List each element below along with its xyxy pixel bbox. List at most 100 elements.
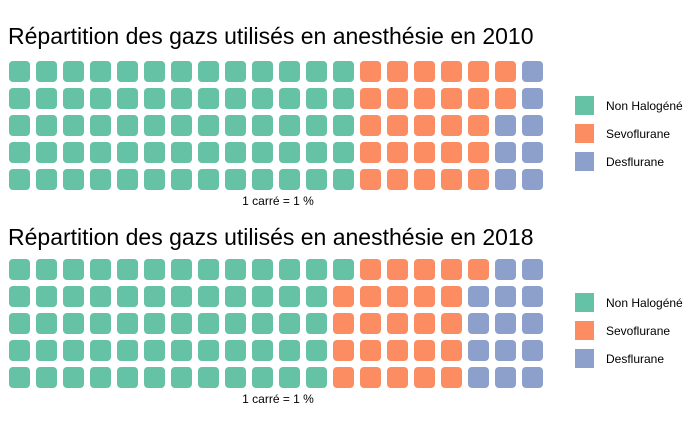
legend-label: Sevoflurane [606, 324, 670, 338]
waffle-grid [9, 259, 543, 388]
waffle-cell-sevoflurane [468, 61, 489, 82]
waffle-cell-non-halog-n- [63, 169, 84, 190]
waffle-cell-non-halog-n- [117, 115, 138, 136]
waffle-cell-sevoflurane [441, 259, 462, 280]
waffle-cell-sevoflurane [414, 286, 435, 307]
waffle-cell-non-halog-n- [252, 88, 273, 109]
waffle-cell-non-halog-n- [171, 367, 192, 388]
waffle-cell-non-halog-n- [171, 61, 192, 82]
waffle-cell-sevoflurane [387, 88, 408, 109]
waffle-cell-non-halog-n- [252, 115, 273, 136]
waffle-cell-non-halog-n- [90, 61, 111, 82]
waffle-cell-non-halog-n- [306, 367, 327, 388]
waffle-cell-non-halog-n- [63, 313, 84, 334]
waffle-cell-non-halog-n- [144, 313, 165, 334]
waffle-cell-non-halog-n- [225, 259, 246, 280]
waffle-cell-non-halog-n- [144, 169, 165, 190]
waffle-cell-non-halog-n- [144, 367, 165, 388]
waffle-cell-non-halog-n- [198, 61, 219, 82]
waffle-cell-sevoflurane [360, 142, 381, 163]
waffle-cell-sevoflurane [441, 169, 462, 190]
waffle-cell-non-halog-n- [198, 142, 219, 163]
waffle-cell-non-halog-n- [90, 259, 111, 280]
waffle-cell-non-halog-n- [198, 313, 219, 334]
waffle-cell-sevoflurane [360, 61, 381, 82]
waffle-cell-non-halog-n- [306, 115, 327, 136]
waffle-cell-sevoflurane [333, 313, 354, 334]
waffle-cell-sevoflurane [387, 340, 408, 361]
waffle-cell-non-halog-n- [9, 286, 30, 307]
waffle-cell-non-halog-n- [306, 313, 327, 334]
waffle-cell-non-halog-n- [171, 88, 192, 109]
legend: Non Halogéné Sevoflurane Desflurane [575, 293, 683, 368]
waffle-cell-non-halog-n- [198, 367, 219, 388]
waffle-cell-non-halog-n- [63, 142, 84, 163]
legend-label: Desflurane [606, 352, 664, 366]
legend-label: Non Halogéné [606, 296, 683, 310]
waffle-cell-sevoflurane [387, 61, 408, 82]
waffle-cell-non-halog-n- [279, 313, 300, 334]
waffle-cell-sevoflurane [387, 313, 408, 334]
waffle-cell-non-halog-n- [63, 115, 84, 136]
waffle-cell-sevoflurane [414, 169, 435, 190]
waffle-cell-sevoflurane [441, 313, 462, 334]
waffle-cell-non-halog-n- [117, 313, 138, 334]
waffle-cell-sevoflurane [441, 115, 462, 136]
waffle-cell-non-halog-n- [9, 367, 30, 388]
waffle-cell-sevoflurane [333, 340, 354, 361]
waffle-cell-non-halog-n- [279, 286, 300, 307]
waffle-cell-non-halog-n- [333, 61, 354, 82]
waffle-cell-non-halog-n- [171, 313, 192, 334]
waffle-cell-sevoflurane [495, 61, 516, 82]
waffle-cell-non-halog-n- [117, 142, 138, 163]
waffle-cell-non-halog-n- [36, 88, 57, 109]
waffle-cell-non-halog-n- [144, 259, 165, 280]
waffle-cell-non-halog-n- [306, 286, 327, 307]
waffle-cell-non-halog-n- [117, 259, 138, 280]
waffle-cell-non-halog-n- [63, 61, 84, 82]
waffle-cell-non-halog-n- [9, 115, 30, 136]
legend-swatch [575, 321, 594, 340]
waffle-cell-non-halog-n- [279, 367, 300, 388]
waffle-cell-non-halog-n- [90, 169, 111, 190]
waffle-cell-sevoflurane [468, 142, 489, 163]
waffle-cell-desflurane [522, 367, 543, 388]
waffle-cell-non-halog-n- [36, 367, 57, 388]
waffle-cell-non-halog-n- [90, 367, 111, 388]
waffle-cell-non-halog-n- [252, 340, 273, 361]
waffle-cell-non-halog-n- [333, 142, 354, 163]
waffle-cell-sevoflurane [468, 88, 489, 109]
waffle-cell-non-halog-n- [90, 115, 111, 136]
waffle-cell-non-halog-n- [90, 142, 111, 163]
waffle-cell-sevoflurane [468, 259, 489, 280]
waffle-cell-sevoflurane [414, 115, 435, 136]
waffle-cell-non-halog-n- [306, 259, 327, 280]
waffle-cell-desflurane [522, 61, 543, 82]
waffle-cell-non-halog-n- [225, 115, 246, 136]
waffle-cell-non-halog-n- [171, 340, 192, 361]
waffle-cell-sevoflurane [495, 88, 516, 109]
waffle-cell-non-halog-n- [9, 259, 30, 280]
waffle-cell-non-halog-n- [90, 286, 111, 307]
waffle-cell-non-halog-n- [117, 169, 138, 190]
chart-title: Répartition des gazs utilisés en anesthé… [8, 23, 534, 49]
waffle-cell-non-halog-n- [63, 340, 84, 361]
waffle-cell-non-halog-n- [279, 115, 300, 136]
waffle-cell-desflurane [495, 340, 516, 361]
waffle-cell-non-halog-n- [144, 142, 165, 163]
waffle-cell-non-halog-n- [225, 286, 246, 307]
waffle-cell-non-halog-n- [171, 142, 192, 163]
waffle-cell-sevoflurane [387, 259, 408, 280]
waffle-cell-non-halog-n- [36, 169, 57, 190]
waffle-cell-non-halog-n- [117, 340, 138, 361]
waffle-cell-non-halog-n- [333, 115, 354, 136]
waffle-cell-non-halog-n- [9, 313, 30, 334]
chart-caption: 1 carré = 1 % [242, 194, 314, 208]
waffle-cell-non-halog-n- [36, 61, 57, 82]
waffle-cell-non-halog-n- [279, 88, 300, 109]
waffle-cell-desflurane [522, 259, 543, 280]
legend-swatch [575, 124, 594, 143]
waffle-cell-desflurane [522, 115, 543, 136]
waffle-cell-sevoflurane [360, 88, 381, 109]
